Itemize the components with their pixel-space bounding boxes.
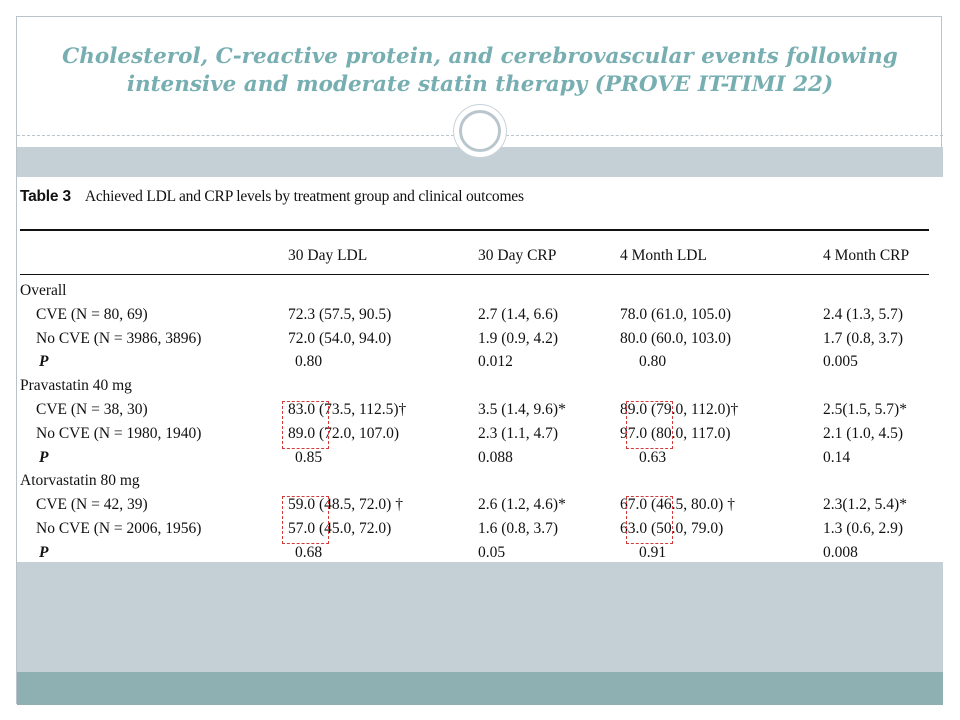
table-cell: 2.5(1.5, 5.7)*: [823, 401, 907, 418]
table-top-rule: [20, 229, 929, 231]
table-cell: 80.0 (60.0, 103.0): [620, 329, 732, 347]
row-label: No CVE (N = 3986, 3896): [36, 329, 202, 347]
table-image: Table 3 Achieved LDL and CRP levels by tr…: [17, 177, 943, 565]
table-cell: 57.0 (45.0, 72.0): [288, 520, 392, 537]
table-cell: 2.7 (1.4, 6.6): [478, 305, 559, 323]
table-cell: 0.005: [823, 353, 858, 371]
table-cell: 1.7 (0.8, 3.7): [823, 329, 904, 347]
table-cell: 97.0 (80.0, 117.0): [620, 424, 731, 442]
slide: Cholesterol, C-reactive protein, and cer…: [16, 16, 943, 705]
table-cell: 72.3 (57.5, 90.5): [288, 305, 392, 323]
lower-band: [17, 562, 943, 672]
table-caption-text: Achieved LDL and CRP levels by treatment…: [84, 188, 524, 205]
row-label: No CVE (N = 1980, 1940): [36, 424, 202, 442]
column-header-4-month-ldl: 4 Month LDL: [620, 247, 707, 264]
table-cell: 78.0 (61.0, 105.0): [620, 305, 732, 323]
table-cell: 3.5 (1.4, 9.6)*: [478, 401, 566, 418]
table-cell: 89.0 (72.0, 107.0): [288, 424, 400, 442]
column-header-30-day-crp: 30 Day CRP: [478, 247, 557, 264]
footer-band: [17, 672, 943, 705]
group-label: Pravastatin 40 mg: [20, 377, 132, 395]
table-cell: 2.3 (1.1, 4.7): [478, 424, 559, 442]
table-cell: 1.3 (0.6, 2.9): [823, 520, 904, 537]
table-cell: 72.0 (54.0, 94.0): [288, 329, 392, 347]
highlight-box: [282, 496, 329, 544]
row-label: P: [39, 353, 49, 371]
table-cell: 59.0 (48.5, 72.0) †: [288, 496, 403, 514]
highlight-box: [282, 401, 329, 449]
table-cell: 63.0 (50.0, 79.0): [620, 520, 724, 537]
table-cell: 0.85: [295, 448, 323, 466]
group-label: Overall: [20, 282, 67, 299]
table-cell: 2.4 (1.3, 5.7): [823, 305, 904, 323]
table-cell: 83.0 (73.5, 112.5)†: [288, 401, 407, 418]
row-label: CVE (N = 42, 39): [36, 496, 148, 514]
highlight-box: [626, 401, 673, 449]
circle-ornament-icon: [453, 104, 507, 158]
table-cell: 0.80: [295, 353, 323, 371]
table-header-rule: [20, 274, 929, 275]
table-cell: 67.0 (46.5, 80.0) †: [620, 496, 735, 514]
table-cell: 0.14: [823, 448, 851, 466]
table-cell: 2.3(1.2, 5.4)*: [823, 496, 907, 514]
table-cell: 89.0 (79.0, 112.0)†: [620, 401, 739, 418]
table-cell: 1.9 (0.9, 4.2): [478, 329, 559, 347]
table-cell: 0.80: [639, 353, 667, 371]
highlight-box: [626, 496, 673, 544]
table-cell: 2.6 (1.2, 4.6)*: [478, 496, 566, 514]
group-label: Atorvastatin 80 mg: [20, 472, 140, 490]
row-label: P: [39, 448, 49, 466]
row-label: No CVE (N = 2006, 1956): [36, 520, 202, 537]
table-label: Table 3: [20, 188, 71, 205]
table-cell: 0.68: [295, 543, 323, 561]
table-caption: Table 3 Achieved LDL and CRP levels by tr…: [20, 188, 524, 206]
column-header-4-month-crp: 4 Month CRP: [823, 247, 910, 264]
table-cell: 0.088: [478, 448, 513, 466]
table-cell: 1.6 (0.8, 3.7): [478, 520, 559, 537]
row-label: P: [39, 543, 49, 561]
table-cell: 2.1 (1.0, 4.5): [823, 424, 904, 442]
column-header-30-day-ldl: 30 Day LDL: [288, 247, 368, 264]
table-cell: 0.008: [823, 543, 858, 561]
slide-title: Cholesterol, C-reactive protein, and cer…: [62, 44, 898, 97]
table-cell: 0.012: [478, 353, 513, 371]
row-label: CVE (N = 38, 30): [36, 401, 148, 418]
table-cell: 0.05: [478, 543, 506, 561]
row-label: CVE (N = 80, 69): [36, 305, 148, 323]
table-cell: 0.63: [639, 448, 667, 466]
table-cell: 0.91: [639, 543, 667, 561]
